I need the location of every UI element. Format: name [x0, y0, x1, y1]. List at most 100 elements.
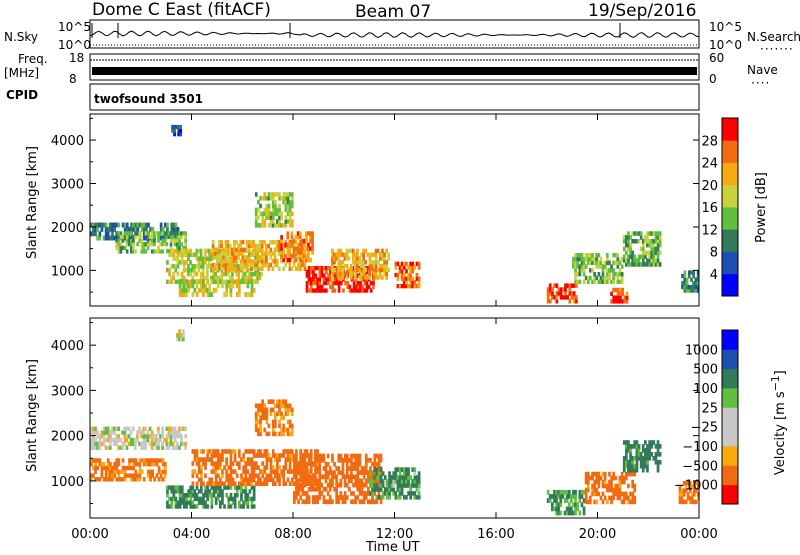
- velocity-cell: [303, 482, 307, 488]
- power-cell: [553, 283, 556, 288]
- velocity-cell: [417, 483, 421, 488]
- velocity-cell: [396, 487, 400, 492]
- velocity-cell: [322, 495, 326, 500]
- velocity-cell: [210, 477, 214, 482]
- velocity-cell: [627, 471, 630, 477]
- power-cell: [417, 261, 421, 266]
- velocity-cell: [595, 491, 599, 497]
- power-cell: [250, 275, 253, 281]
- power-cell: [576, 260, 580, 265]
- velocity-cell: [136, 473, 140, 478]
- velocity-cell: [161, 441, 164, 447]
- power-cell: [341, 267, 345, 273]
- velocity-cell: [373, 487, 377, 492]
- power-cell: [263, 219, 267, 224]
- power-cell: [300, 238, 304, 244]
- velocity-cell: [267, 477, 271, 482]
- power-cell: [241, 259, 245, 264]
- power-cell: [339, 267, 343, 273]
- power-cell: [614, 260, 618, 265]
- velocity-cell: [570, 494, 573, 499]
- power-cell: [187, 264, 190, 269]
- power-cell: [178, 292, 182, 297]
- velocity-cell: [229, 496, 233, 502]
- velocity-cell: [335, 495, 338, 500]
- power-cell: [616, 260, 620, 265]
- power-cell: [228, 251, 232, 256]
- power-cell: [235, 266, 238, 271]
- power-cell: [572, 256, 575, 262]
- velocity-cell: [377, 475, 381, 480]
- power-cell: [580, 256, 584, 262]
- power-cell: [299, 247, 302, 252]
- power-cell: [284, 219, 288, 224]
- power-cell: [182, 245, 185, 250]
- velocity-cell: [593, 491, 596, 497]
- power-cell: [280, 242, 283, 248]
- power-cell: [254, 247, 258, 252]
- velocity-cell: [167, 434, 171, 439]
- power-cell: [290, 219, 294, 224]
- velocity-cell: [174, 504, 178, 509]
- power-cell: [379, 252, 382, 257]
- velocity-cell: [225, 457, 228, 462]
- power-cell: [193, 287, 197, 293]
- power-cell: [316, 266, 320, 271]
- velocity-cell: [595, 487, 599, 493]
- velocity-cell: [235, 493, 239, 498]
- power-cell: [161, 238, 164, 243]
- velocity-cell: [612, 475, 615, 481]
- power-cell: [314, 277, 317, 282]
- power-cell: [372, 280, 375, 286]
- velocity-cell: [635, 440, 639, 445]
- power-cell: [125, 238, 129, 243]
- velocity-cell: [415, 487, 419, 492]
- velocity-cell: [396, 495, 400, 500]
- power-cell: [254, 207, 258, 213]
- velocity-cell: [625, 456, 628, 461]
- velocity-cell: [282, 469, 286, 474]
- velocity-cell: [195, 493, 199, 498]
- velocity-cell: [140, 430, 143, 435]
- power-cell: [309, 235, 312, 240]
- power-cell: [231, 255, 234, 260]
- xtick-label: 16:00: [477, 527, 514, 542]
- power-cell: [620, 272, 624, 277]
- velocity-cell: [166, 493, 169, 498]
- velocity-cell: [265, 449, 269, 454]
- power-cell: [184, 242, 187, 247]
- power-cell: [185, 248, 188, 254]
- velocity-cell: [102, 465, 106, 471]
- power-cell: [172, 271, 176, 277]
- velocity-cell: [684, 480, 688, 486]
- power-cell: [250, 259, 253, 264]
- power-cell: [267, 266, 270, 271]
- power-cell: [347, 256, 351, 261]
- power-cell: [243, 259, 247, 264]
- velocity-cell: [191, 469, 195, 474]
- velocity-cell: [202, 449, 205, 454]
- velocity-cell: [132, 473, 135, 478]
- velocity-cell: [204, 461, 207, 466]
- power-cell: [574, 260, 577, 265]
- power-cell: [178, 231, 181, 236]
- velocity-cell: [333, 474, 336, 480]
- velocity-cell: [106, 469, 110, 474]
- velocity-cell: [326, 474, 330, 480]
- velocity-cell: [159, 434, 162, 439]
- power-cell: [300, 242, 304, 248]
- velocity-cell: [322, 457, 326, 463]
- velocity-cell: [250, 504, 254, 509]
- velocity-cell: [98, 437, 102, 443]
- power-cell: [551, 287, 554, 292]
- velocity-cell: [314, 495, 317, 500]
- velocity-cell: [299, 449, 302, 454]
- power-cell: [211, 247, 215, 252]
- velocity-cell: [364, 457, 368, 463]
- power-cell: [411, 276, 415, 281]
- power-cell: [623, 295, 627, 300]
- power-cell: [178, 252, 182, 257]
- power-cell: [290, 231, 294, 236]
- power-cell: [644, 250, 647, 256]
- velocity-cell: [233, 504, 237, 509]
